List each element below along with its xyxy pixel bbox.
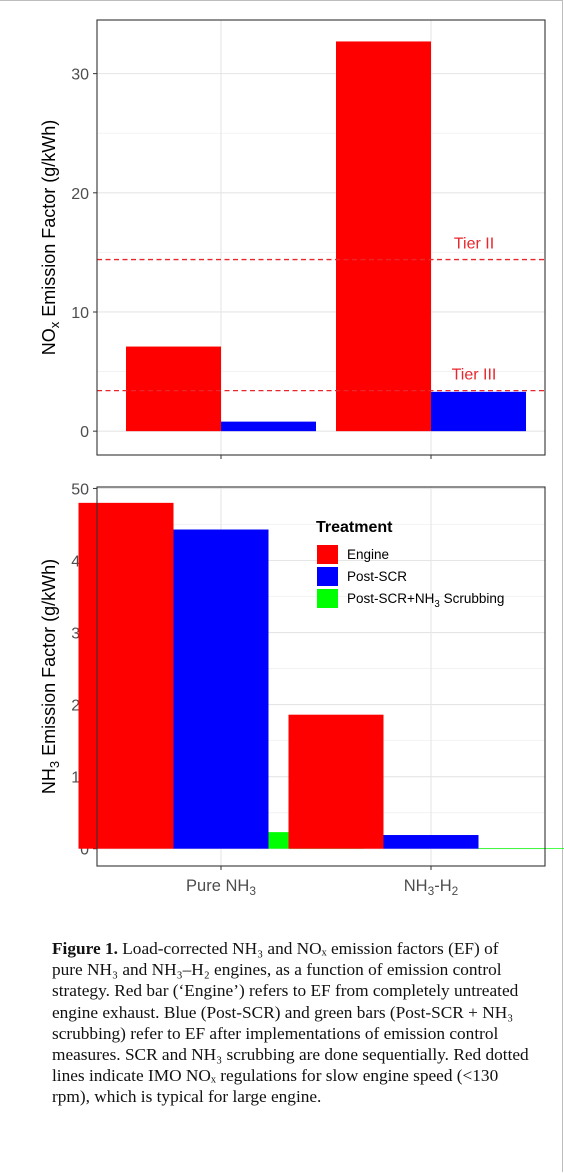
plot-border [96,486,546,867]
y-tick-label: 20 [71,186,89,203]
x-tick-label: Pure NH3 [186,877,256,898]
reference-line-label: Tier III [452,367,497,384]
caption-label: Figure 1. [52,939,118,958]
legend-title: Treatment [316,519,393,536]
bar [336,41,431,432]
figure-caption: Figure 1. Load-corrected NH₃ and NOₓ emi… [52,938,532,1108]
bar [288,714,384,849]
y-axis-title: NOx Emission Factor (g/kWh) [39,120,62,356]
bar [173,529,269,849]
legend-key [317,567,338,586]
legend-key [317,589,338,608]
bar [431,391,526,432]
y-tick-label: 10 [71,305,89,322]
legend-label: Post-SCR [347,569,407,584]
bar [78,502,174,849]
y-axis-title: NH3 Emission Factor (g/kWh) [39,559,62,794]
bar [126,346,221,432]
caption-text: Load-corrected NH₃ and NOₓ emission fact… [52,939,529,1107]
legend-label: Post-SCR+NH3 Scrubbing [347,591,504,610]
y-tick-label: 0 [80,424,89,441]
legend-label: Engine [347,547,389,562]
y-tick-label: 30 [71,67,89,84]
legend-key [317,545,338,564]
x-tick-label: NH3-H2 [404,877,458,898]
reference-line-label: Tier II [454,236,494,253]
y-tick-label: 0 [80,842,89,859]
bar [478,847,564,849]
bar [383,835,479,849]
bar [221,421,316,432]
plot-border [96,19,546,456]
emission-factor-charts: 0 10 20 30 Tier II Tier III NOx Emission Facto… [39,19,564,898]
y-tick-label: 50 [71,481,89,498]
